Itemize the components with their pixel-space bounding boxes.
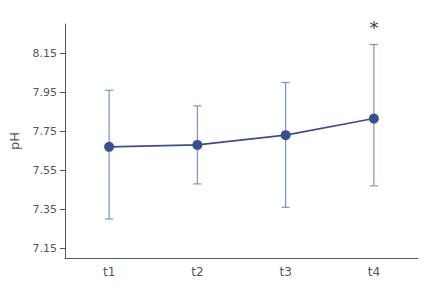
svg-text:t3: t3 (279, 265, 291, 279)
svg-text:7.95: 7.95 (33, 86, 58, 99)
svg-text:7.55: 7.55 (33, 164, 58, 177)
svg-text:t4: t4 (368, 265, 380, 279)
svg-text:*: * (369, 17, 378, 38)
svg-text:t2: t2 (191, 265, 203, 279)
svg-text:7.75: 7.75 (33, 125, 58, 138)
svg-text:7.35: 7.35 (33, 203, 58, 216)
svg-text:8.15: 8.15 (33, 47, 58, 60)
svg-text:pH: pH (7, 132, 22, 150)
svg-text:7.15: 7.15 (33, 242, 58, 255)
svg-text:t1: t1 (103, 265, 115, 279)
